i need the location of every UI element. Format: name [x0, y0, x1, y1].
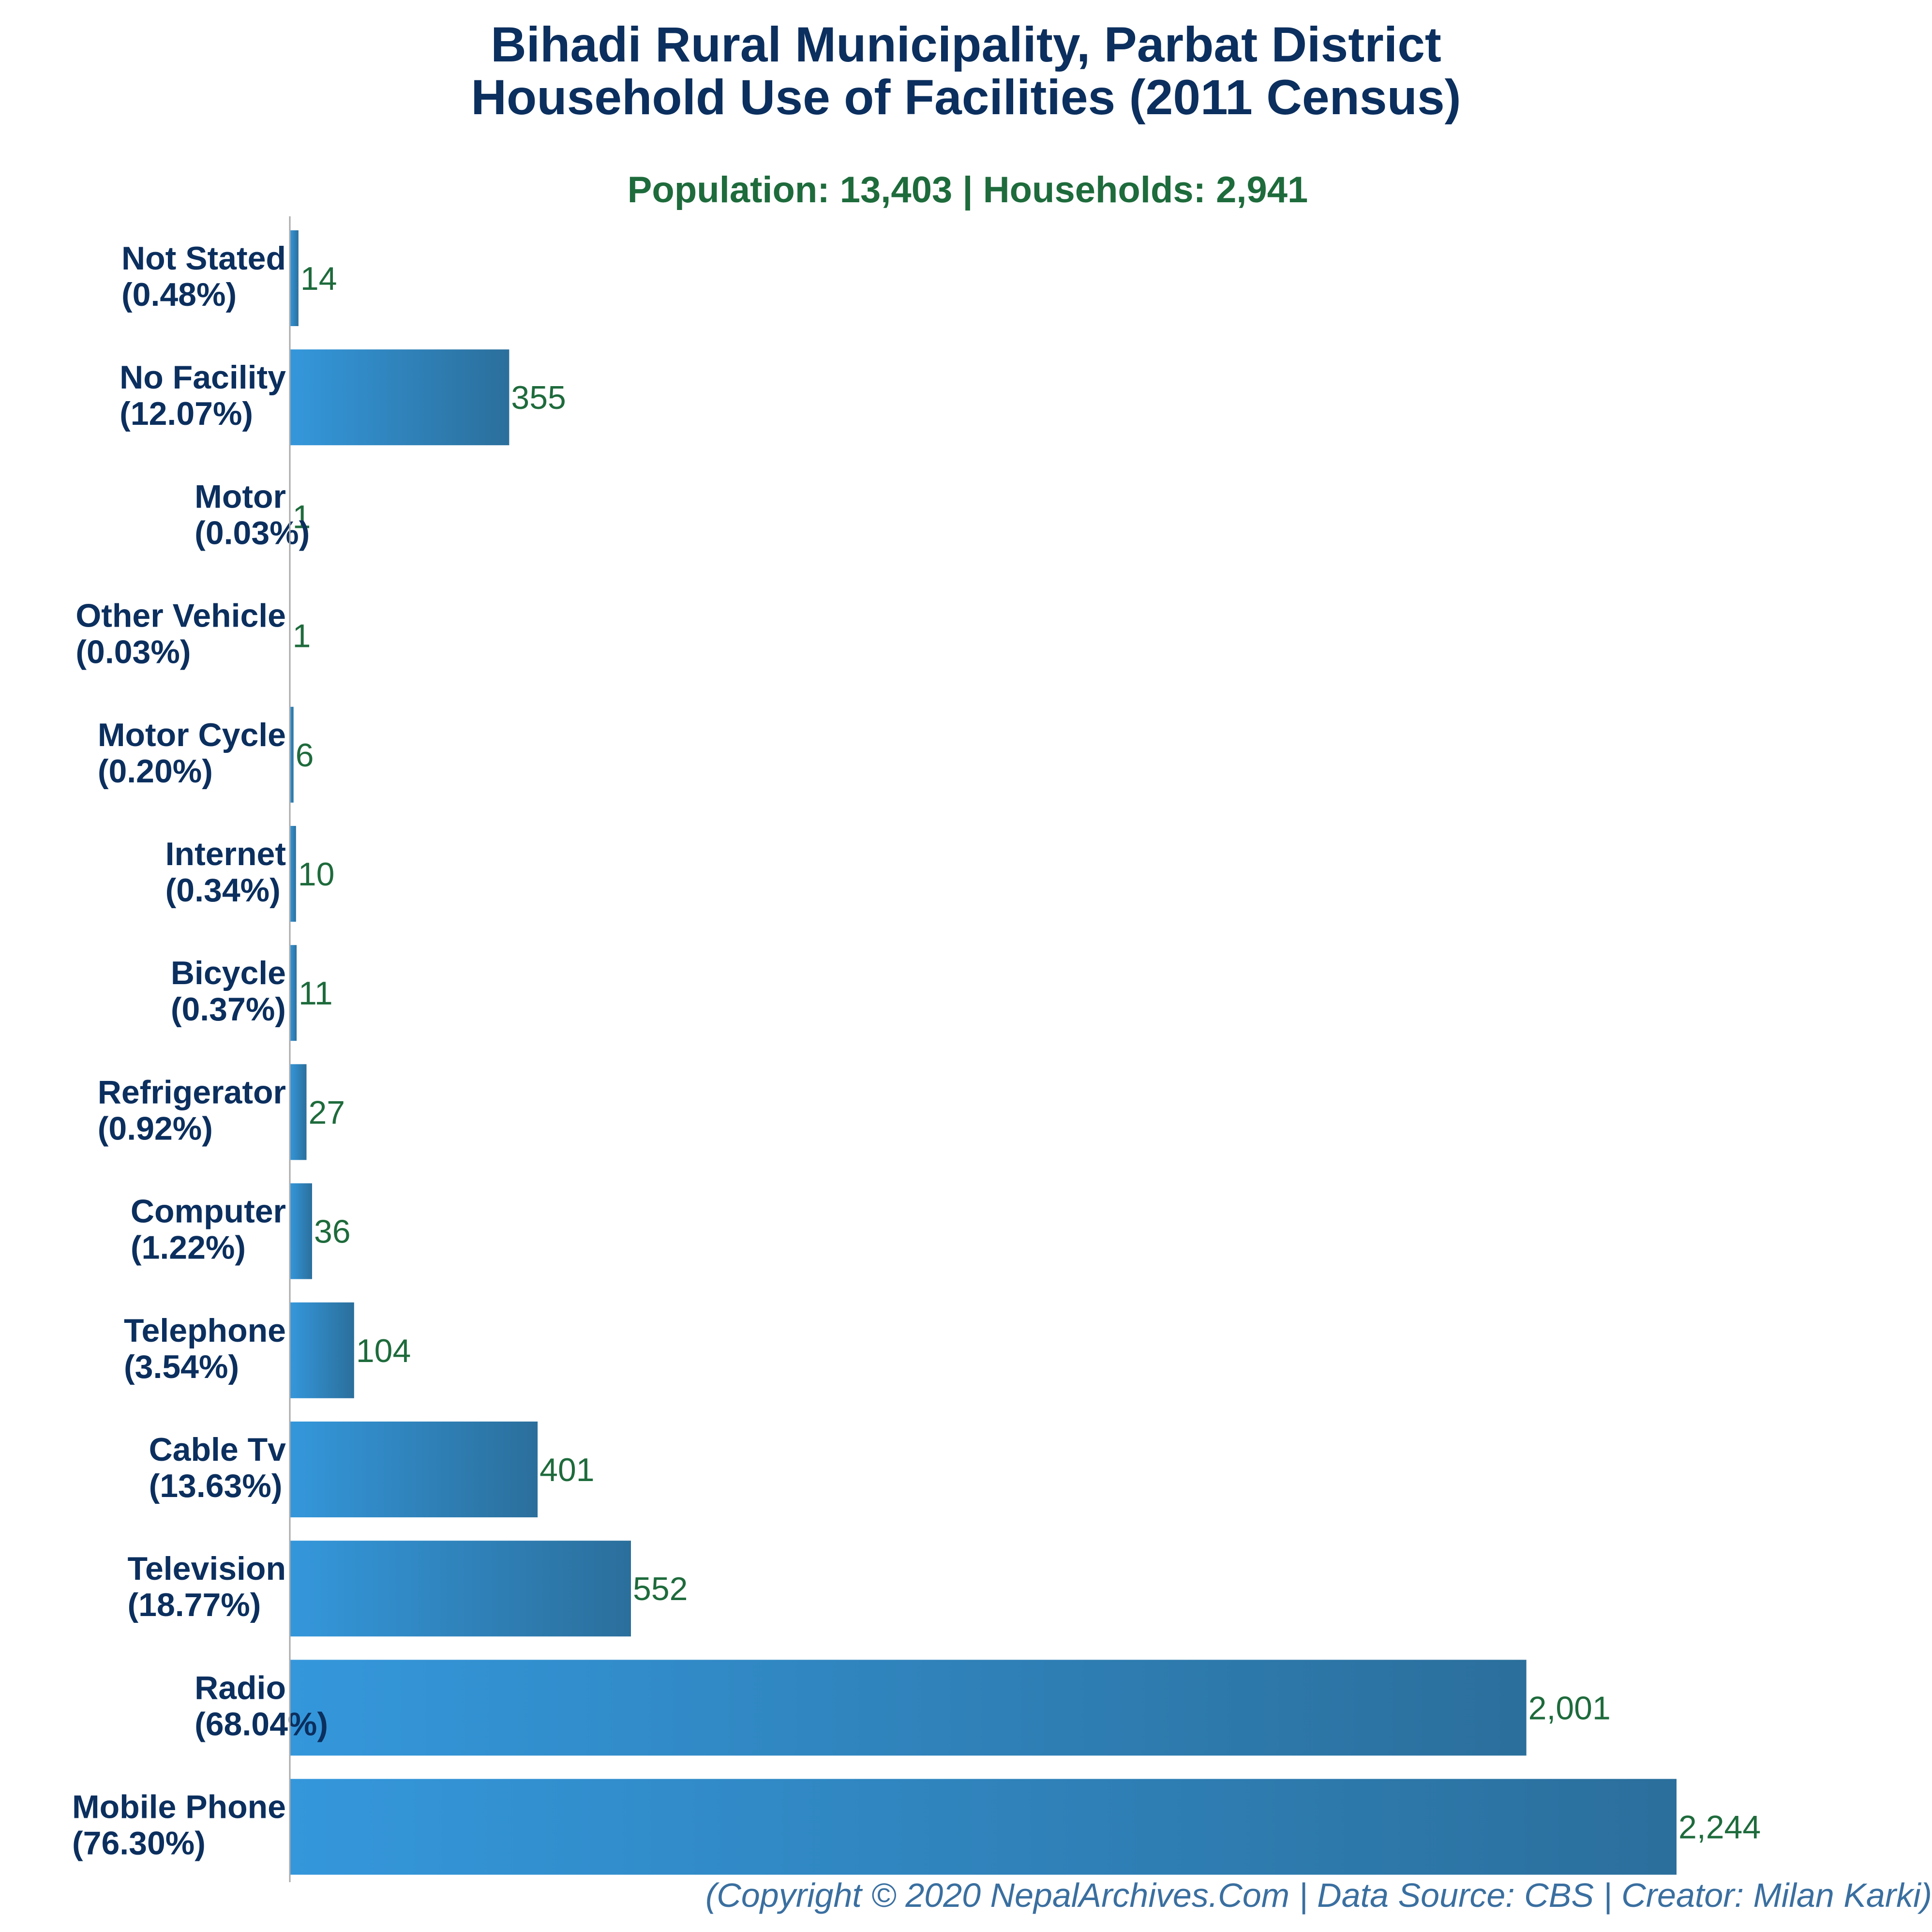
category-name-mobile-phone: Mobile Phone: [72, 1789, 286, 1826]
category-name-television: Television: [127, 1550, 286, 1587]
value-label-television: 552: [633, 1571, 688, 1607]
bar-internet: [290, 826, 296, 922]
category-percent-other-vehicle: (0.03%): [75, 634, 191, 671]
bar-mobile-phone: [290, 1779, 1677, 1875]
value-label-telephone: 104: [356, 1333, 411, 1369]
category-label-television: Television: [127, 1550, 286, 1587]
category-percent-refrigerator: (0.92%): [98, 1110, 213, 1147]
category-name-other-vehicle: Other Vehicle: [75, 598, 286, 634]
bar-cable-tv: [290, 1422, 538, 1517]
chart-title-line-1: Bihadi Rural Municipality, Parbat Distri…: [491, 17, 1441, 72]
bar-television: [290, 1541, 631, 1637]
category-name-radio: Radio: [195, 1669, 286, 1706]
category-percent-mobile-phone: (76.30%): [72, 1825, 206, 1862]
category-name-cable-tv: Cable Tv: [149, 1431, 286, 1468]
category-label-not-stated: Not Stated: [121, 240, 286, 277]
category-label-radio: Radio: [195, 1669, 286, 1706]
category-label-motor: Motor: [195, 478, 286, 515]
value-label-other-vehicle: 1: [293, 618, 311, 655]
category-name-motor-cycle: Motor Cycle: [98, 717, 286, 753]
category-percent-computer: (1.22%): [131, 1229, 246, 1266]
category-percent-telephone: (3.54%): [124, 1348, 239, 1385]
value-label-no-facility: 355: [511, 379, 566, 416]
category-percent-not-stated: (0.48%): [121, 276, 237, 313]
category-percent-television: (18.77%): [127, 1587, 261, 1623]
category-label-computer: Computer: [131, 1193, 286, 1230]
category-label-other-vehicle: Other Vehicle: [75, 598, 286, 634]
category-percent-motor-cycle: (0.20%): [98, 753, 213, 790]
category-label-mobile-phone: Mobile Phone: [72, 1789, 286, 1826]
value-label-radio: 2,001: [1528, 1690, 1611, 1726]
category-label-no-facility: No Facility: [120, 359, 286, 396]
bar-motor-cycle: [290, 706, 294, 803]
chart-subtitle: Population: 13,403 | Households: 2,941: [627, 169, 1308, 210]
value-label-internet: 10: [298, 856, 335, 893]
value-label-motor: 1: [293, 498, 311, 535]
category-name-not-stated: Not Stated: [121, 240, 286, 277]
bar-telephone: [290, 1302, 354, 1398]
category-percent-bicycle: (0.37%): [171, 991, 286, 1028]
bar-no-facility: [290, 349, 509, 446]
value-label-bicycle: 11: [299, 975, 333, 1012]
bars-group: 14 Not Stated(0.48%) 355 No Facility(12.07%…: [72, 230, 1761, 1875]
category-name-refrigerator: Refrigerator: [98, 1074, 286, 1110]
category-name-motor: Motor: [195, 478, 286, 515]
category-label-telephone: Telephone: [124, 1312, 286, 1349]
category-name-computer: Computer: [131, 1193, 286, 1230]
category-label-internet: Internet: [165, 836, 286, 872]
category-label-cable-tv: Cable Tv: [149, 1431, 286, 1468]
value-label-computer: 36: [314, 1213, 351, 1250]
footer-credits: (Copyright © 2020 NepalArchives.Com | Da…: [705, 1876, 1932, 1914]
bar-computer: [290, 1183, 312, 1279]
value-label-mobile-phone: 2,244: [1678, 1809, 1761, 1846]
category-name-telephone: Telephone: [124, 1312, 286, 1349]
value-label-not-stated: 14: [300, 260, 337, 297]
bar-not-stated: [290, 230, 299, 326]
value-label-refrigerator: 27: [308, 1094, 345, 1131]
value-label-cable-tv: 401: [539, 1452, 594, 1488]
category-label-refrigerator: Refrigerator: [98, 1074, 286, 1110]
bar-refrigerator: [290, 1064, 307, 1160]
bar-radio: [290, 1660, 1527, 1756]
category-name-bicycle: Bicycle: [171, 955, 286, 991]
category-name-no-facility: No Facility: [120, 359, 286, 396]
bar-bicycle: [290, 945, 297, 1041]
category-percent-motor: (0.03%): [195, 514, 310, 551]
category-label-motor-cycle: Motor Cycle: [98, 717, 286, 753]
category-percent-internet: (0.34%): [165, 872, 281, 909]
category-percent-cable-tv: (13.63%): [149, 1468, 283, 1504]
category-name-internet: Internet: [165, 836, 286, 872]
category-percent-radio: (68.04%): [195, 1706, 328, 1742]
category-label-bicycle: Bicycle: [171, 955, 286, 991]
category-percent-no-facility: (12.07%): [120, 395, 253, 432]
value-label-motor-cycle: 6: [296, 737, 314, 774]
chart-title-line-2: Household Use of Facilities (2011 Census…: [471, 70, 1461, 125]
